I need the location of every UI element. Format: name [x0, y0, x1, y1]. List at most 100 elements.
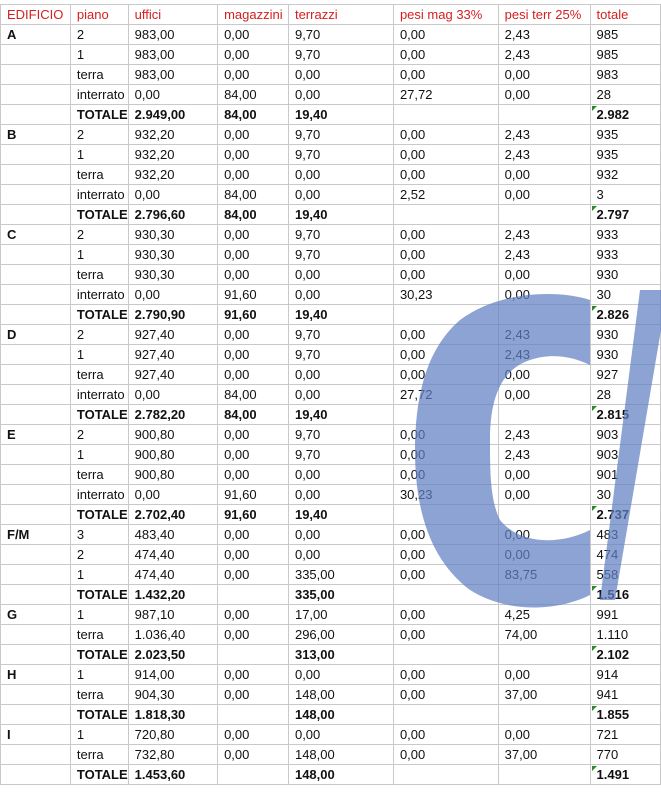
cell-edificio[interactable]	[0, 504, 71, 525]
cell-totale[interactable]: 985	[589, 24, 661, 45]
cell-terrazzi[interactable]: 0,00	[287, 164, 394, 185]
cell-edificio[interactable]: G	[0, 604, 71, 625]
cell-pesi-mag[interactable]: 0,00	[392, 264, 499, 285]
cell-edificio[interactable]	[0, 144, 71, 165]
cell-edificio[interactable]	[0, 84, 71, 105]
cell-edificio[interactable]	[0, 64, 71, 85]
cell-terrazzi[interactable]: 0,00	[287, 664, 394, 685]
cell-edificio[interactable]	[0, 624, 71, 645]
cell-edificio[interactable]	[0, 444, 71, 465]
cell-magazzini[interactable]: 0,00	[217, 664, 289, 685]
header-pesi-mag[interactable]: pesi mag 33%	[392, 4, 499, 25]
cell-edificio[interactable]	[0, 684, 71, 705]
cell-pesi-mag[interactable]	[392, 304, 499, 325]
cell-uffici[interactable]: 930,30	[127, 224, 219, 245]
cell-pesi-terr[interactable]: 0,00	[497, 364, 591, 385]
cell-uffici[interactable]: 932,20	[127, 164, 219, 185]
cell-piano[interactable]: 2	[69, 224, 129, 245]
cell-pesi-mag[interactable]	[392, 704, 499, 725]
cell-totale[interactable]: 474	[589, 544, 661, 565]
cell-piano[interactable]: interrato	[69, 484, 129, 505]
cell-pesi-terr[interactable]: 37,00	[497, 744, 591, 765]
cell-pesi-terr[interactable]: 0,00	[497, 524, 591, 545]
cell-piano[interactable]: 2	[69, 124, 129, 145]
cell-edificio[interactable]: H	[0, 664, 71, 685]
cell-pesi-terr[interactable]: 2,43	[497, 224, 591, 245]
cell-piano[interactable]: 1	[69, 564, 129, 585]
cell-pesi-terr[interactable]: 0,00	[497, 464, 591, 485]
cell-terrazzi[interactable]: 19,40	[287, 504, 394, 525]
cell-magazzini[interactable]: 0,00	[217, 224, 289, 245]
cell-pesi-mag[interactable]	[392, 204, 499, 225]
cell-piano[interactable]: terra	[69, 684, 129, 705]
cell-terrazzi[interactable]: 0,00	[287, 484, 394, 505]
cell-magazzini[interactable]: 84,00	[217, 104, 289, 125]
cell-piano[interactable]: TOTALE	[69, 764, 129, 785]
cell-uffici[interactable]: 2.782,20	[127, 404, 219, 425]
cell-totale[interactable]: 2.102	[589, 644, 661, 665]
cell-uffici[interactable]: 914,00	[127, 664, 219, 685]
cell-magazzini[interactable]: 0,00	[217, 64, 289, 85]
cell-totale[interactable]: 991	[589, 604, 661, 625]
cell-terrazzi[interactable]: 313,00	[287, 644, 394, 665]
cell-terrazzi[interactable]: 9,70	[287, 124, 394, 145]
cell-magazzini[interactable]: 0,00	[217, 264, 289, 285]
cell-uffici[interactable]: 720,80	[127, 724, 219, 745]
cell-edificio[interactable]	[0, 404, 71, 425]
cell-terrazzi[interactable]: 0,00	[287, 724, 394, 745]
cell-pesi-mag[interactable]: 2,52	[392, 184, 499, 205]
cell-terrazzi[interactable]: 0,00	[287, 184, 394, 205]
cell-terrazzi[interactable]: 335,00	[287, 564, 394, 585]
cell-pesi-mag[interactable]: 27,72	[392, 384, 499, 405]
cell-magazzini[interactable]: 0,00	[217, 44, 289, 65]
cell-pesi-mag[interactable]: 0,00	[392, 224, 499, 245]
cell-pesi-mag[interactable]: 0,00	[392, 64, 499, 85]
cell-pesi-terr[interactable]: 2,43	[497, 244, 591, 265]
cell-pesi-terr[interactable]: 37,00	[497, 684, 591, 705]
header-edificio[interactable]: EDIFICIO	[0, 4, 71, 25]
cell-edificio[interactable]	[0, 764, 71, 785]
cell-totale[interactable]: 983	[589, 64, 661, 85]
cell-totale[interactable]: 930	[589, 324, 661, 345]
cell-magazzini[interactable]: 91,60	[217, 304, 289, 325]
cell-totale[interactable]: 558	[589, 564, 661, 585]
cell-pesi-terr[interactable]: 0,00	[497, 484, 591, 505]
cell-magazzini[interactable]: 0,00	[217, 364, 289, 385]
cell-terrazzi[interactable]: 17,00	[287, 604, 394, 625]
cell-edificio[interactable]	[0, 184, 71, 205]
cell-uffici[interactable]: 2.796,60	[127, 204, 219, 225]
cell-terrazzi[interactable]: 9,70	[287, 324, 394, 345]
cell-totale[interactable]: 28	[589, 384, 661, 405]
cell-uffici[interactable]: 900,80	[127, 424, 219, 445]
cell-terrazzi[interactable]: 9,70	[287, 424, 394, 445]
cell-magazzini[interactable]: 0,00	[217, 524, 289, 545]
cell-magazzini[interactable]: 0,00	[217, 144, 289, 165]
cell-pesi-mag[interactable]: 0,00	[392, 564, 499, 585]
cell-pesi-mag[interactable]	[392, 644, 499, 665]
cell-pesi-terr[interactable]: 0,00	[497, 84, 591, 105]
cell-pesi-terr[interactable]: 2,43	[497, 24, 591, 45]
cell-pesi-mag[interactable]	[392, 404, 499, 425]
cell-pesi-mag[interactable]: 27,72	[392, 84, 499, 105]
cell-terrazzi[interactable]: 9,70	[287, 144, 394, 165]
cell-pesi-mag[interactable]: 0,00	[392, 604, 499, 625]
cell-totale[interactable]: 30	[589, 484, 661, 505]
cell-edificio[interactable]	[0, 44, 71, 65]
cell-piano[interactable]: TOTALE	[69, 304, 129, 325]
cell-edificio[interactable]	[0, 564, 71, 585]
cell-pesi-mag[interactable]: 0,00	[392, 444, 499, 465]
cell-pesi-terr[interactable]: 74,00	[497, 624, 591, 645]
cell-pesi-terr[interactable]: 2,43	[497, 124, 591, 145]
cell-pesi-mag[interactable]: 0,00	[392, 124, 499, 145]
cell-pesi-terr[interactable]: 2,43	[497, 324, 591, 345]
cell-piano[interactable]: TOTALE	[69, 404, 129, 425]
cell-terrazzi[interactable]: 9,70	[287, 24, 394, 45]
cell-magazzini[interactable]	[217, 704, 289, 725]
cell-edificio[interactable]	[0, 544, 71, 565]
cell-uffici[interactable]: 927,40	[127, 344, 219, 365]
cell-pesi-mag[interactable]: 0,00	[392, 164, 499, 185]
cell-magazzini[interactable]: 0,00	[217, 444, 289, 465]
cell-uffici[interactable]: 927,40	[127, 324, 219, 345]
cell-totale[interactable]: 2.815	[589, 404, 661, 425]
cell-piano[interactable]: 1	[69, 44, 129, 65]
